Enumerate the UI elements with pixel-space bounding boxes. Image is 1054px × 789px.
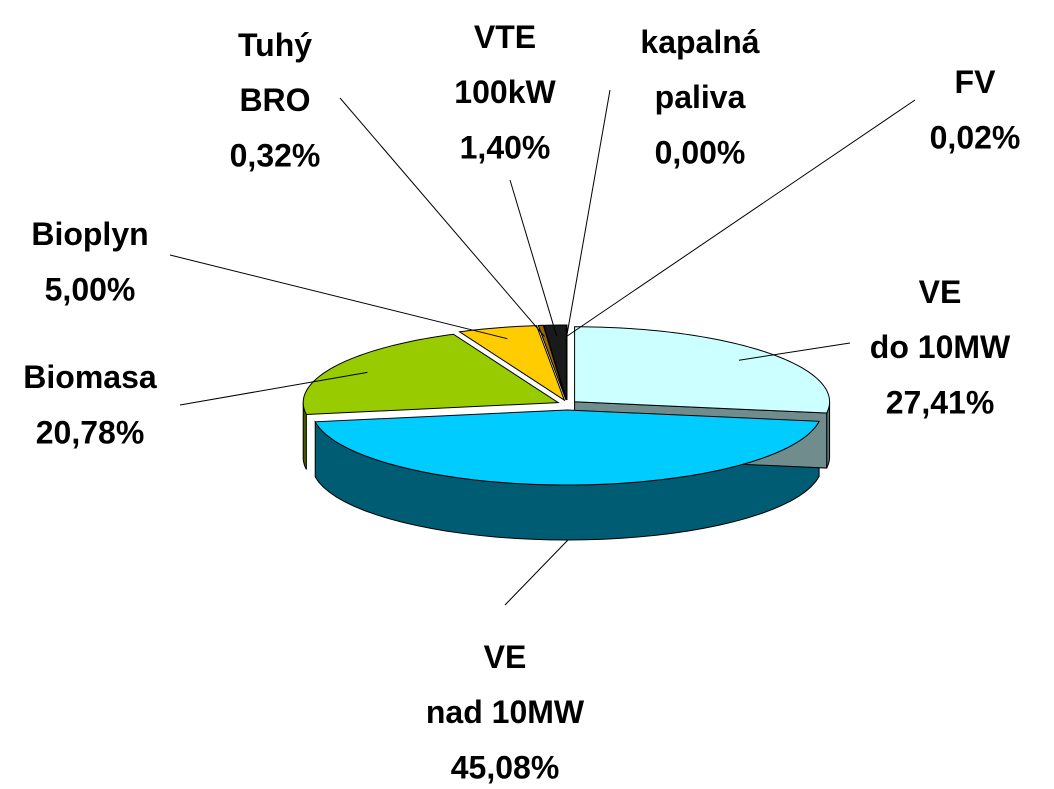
value-label: 45,08%	[451, 749, 560, 785]
category-line: Bioplyn	[31, 216, 148, 252]
value-label: 0,32%	[230, 137, 321, 173]
category-line: VE	[484, 639, 527, 675]
value-label: 0,00%	[655, 134, 746, 170]
category-line: do 10MW	[870, 329, 1011, 365]
category-label: Tuhý BRO	[238, 27, 312, 118]
category-label: VE do 10MW	[870, 274, 1011, 365]
category-line: VE	[919, 274, 962, 310]
leader-line	[566, 99, 916, 337]
slice	[574, 326, 831, 414]
leader-line	[509, 179, 558, 337]
leader-line	[179, 371, 368, 406]
category-label: Biomasa	[23, 359, 157, 395]
leader-line	[738, 342, 851, 361]
value-label: 1,40%	[460, 129, 551, 165]
leader-line	[504, 539, 569, 606]
category-line: VTE	[474, 19, 536, 55]
leader-line	[169, 254, 508, 340]
slice	[314, 409, 820, 486]
category-label: FV	[955, 64, 997, 100]
slice	[458, 325, 566, 402]
value-label: 20,78%	[36, 414, 145, 450]
category-line: FV	[955, 64, 997, 100]
value-label: 27,41%	[886, 384, 995, 420]
category-line: nad 10MW	[426, 694, 585, 730]
leader-line	[566, 89, 611, 337]
category-line: Biomasa	[23, 359, 157, 395]
category-line: 100kW	[454, 74, 556, 110]
category-line: kapalná	[640, 24, 759, 60]
value-label: 5,00%	[45, 271, 136, 307]
category-label: VE nad 10MW	[426, 639, 585, 730]
slice	[537, 324, 567, 401]
value-label: 0,02%	[930, 119, 1021, 155]
category-label: Bioplyn	[31, 216, 148, 252]
slice	[302, 333, 560, 415]
leader-line	[339, 97, 545, 337]
category-label: VTE 100kW	[454, 19, 556, 110]
category-line: BRO	[239, 82, 310, 118]
category-line: paliva	[655, 79, 746, 115]
category-line: Tuhý	[238, 27, 312, 63]
category-label: kapalná paliva	[640, 24, 759, 115]
